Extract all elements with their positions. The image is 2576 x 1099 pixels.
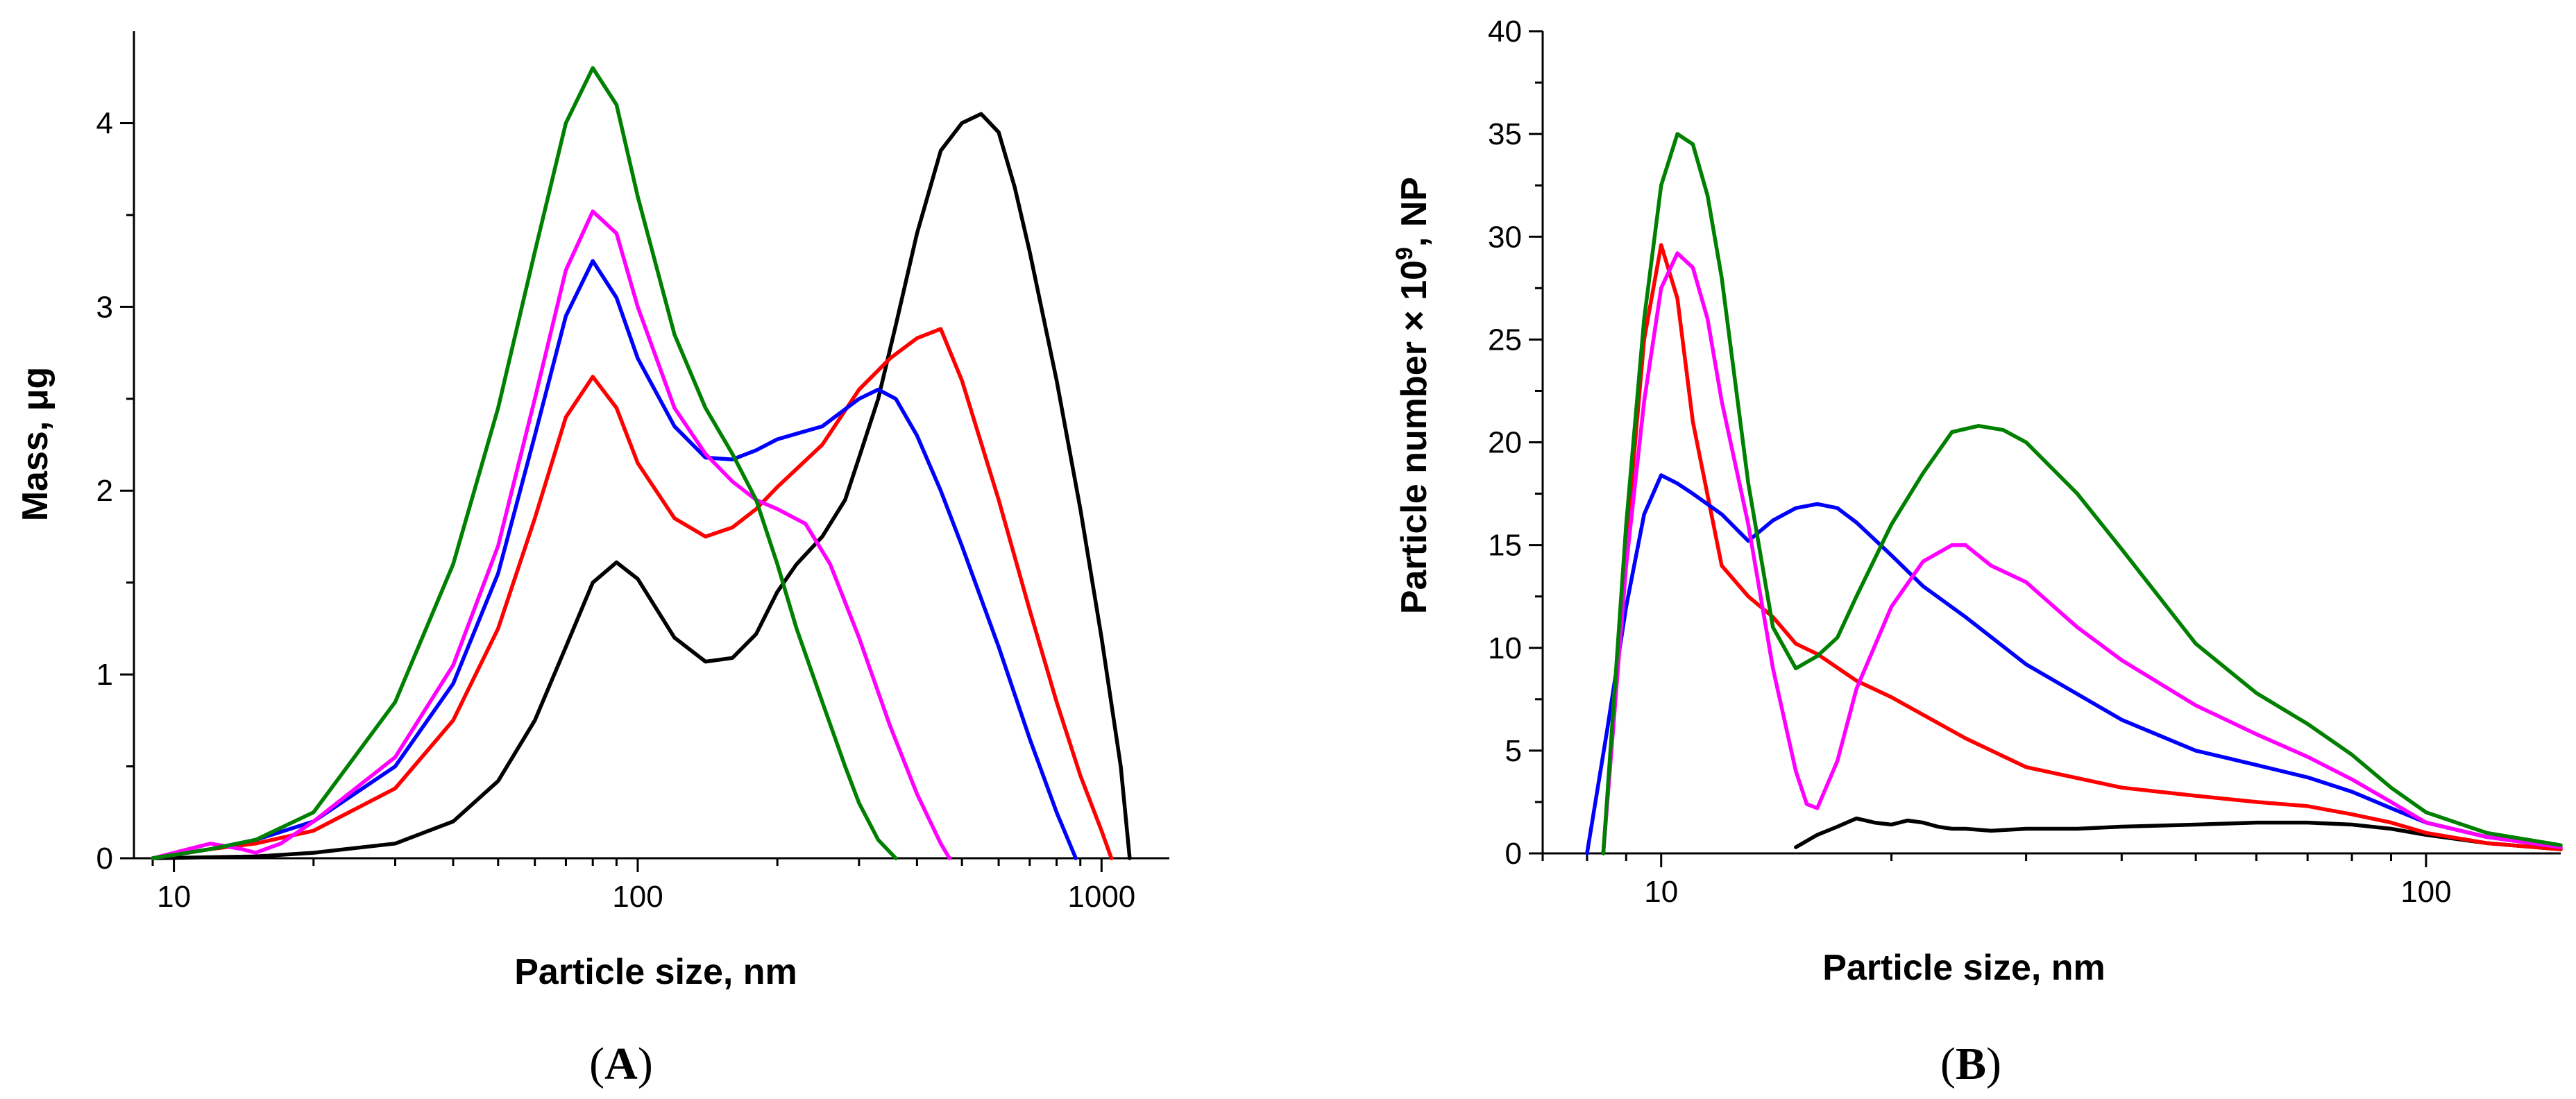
b-y-tick-label: 35 — [1488, 117, 1522, 151]
b-y-tick-label: 5 — [1505, 734, 1522, 768]
b-y-tick-label: 10 — [1488, 631, 1522, 665]
panel-a-letter: A — [604, 1039, 638, 1089]
b-y-tick-label: 25 — [1488, 323, 1522, 357]
panel-b-y-label-suffix: , NP — [1394, 177, 1434, 247]
a-series-4-line — [151, 209, 951, 860]
b-y-tick-label: 20 — [1488, 426, 1522, 460]
b-series-2-line — [1601, 243, 2563, 855]
a-y-tick-label: 1 — [96, 658, 113, 692]
panel-a-series — [151, 66, 1132, 860]
b-y-tick-label: 0 — [1505, 837, 1522, 871]
a-x-tick-label: 10 — [157, 880, 191, 914]
b-y-tick-label: 40 — [1488, 15, 1522, 49]
b-series-5-line — [1601, 132, 2563, 855]
panel-b-letter: B — [1956, 1039, 1986, 1089]
a-series-5-line — [151, 66, 898, 860]
b-x-tick-label: 100 — [2400, 875, 2451, 909]
panel-a-axes: 0 1 2 3 4 10 100 1000 — [96, 31, 1169, 914]
a-x-tick-label: 1000 — [1067, 880, 1135, 914]
a-y-tick-label: 4 — [96, 106, 113, 140]
a-series-3-line — [151, 259, 1078, 860]
a-series-1-line — [151, 112, 1132, 860]
b-series-1-line — [1794, 816, 2563, 851]
a-y-tick-label: 2 — [96, 474, 113, 508]
b-y-tick-label: 15 — [1488, 529, 1522, 563]
a-y-tick-label: 3 — [96, 290, 113, 324]
panel-b-axes: 0 5 10 15 20 25 30 35 40 10 100 — [1488, 15, 2561, 909]
b-series-3-line — [1585, 473, 2563, 855]
a-y-tick-label: 0 — [96, 842, 113, 876]
panel-b-y-label-exponent: 9 — [1391, 247, 1418, 260]
b-series-4-line — [1601, 251, 2563, 855]
panel-b-y-label-main: Particle number × 10 — [1394, 260, 1434, 614]
b-y-tick-label: 30 — [1488, 220, 1522, 254]
panel-a-y-axis-label: Mass, μg — [15, 367, 56, 522]
panel-b-x-axis-label: Particle size, nm — [1822, 948, 2105, 988]
panel-a-x-axis-label: Particle size, nm — [514, 952, 797, 992]
a-series-2-line — [151, 327, 1114, 860]
panel-a: 0 1 2 3 4 10 100 1000 Particle size, nm Mass, μ… — [15, 31, 1169, 1089]
a-x-tick-label: 100 — [612, 880, 663, 914]
panel-b-series — [1585, 132, 2563, 855]
panel-b-label: (B) — [1940, 1039, 2001, 1089]
panel-a-label: (A) — [589, 1039, 653, 1089]
b-x-tick-label: 10 — [1644, 875, 1678, 909]
panel-b-y-axis-label: Particle number × 109, NP — [1391, 177, 1434, 614]
